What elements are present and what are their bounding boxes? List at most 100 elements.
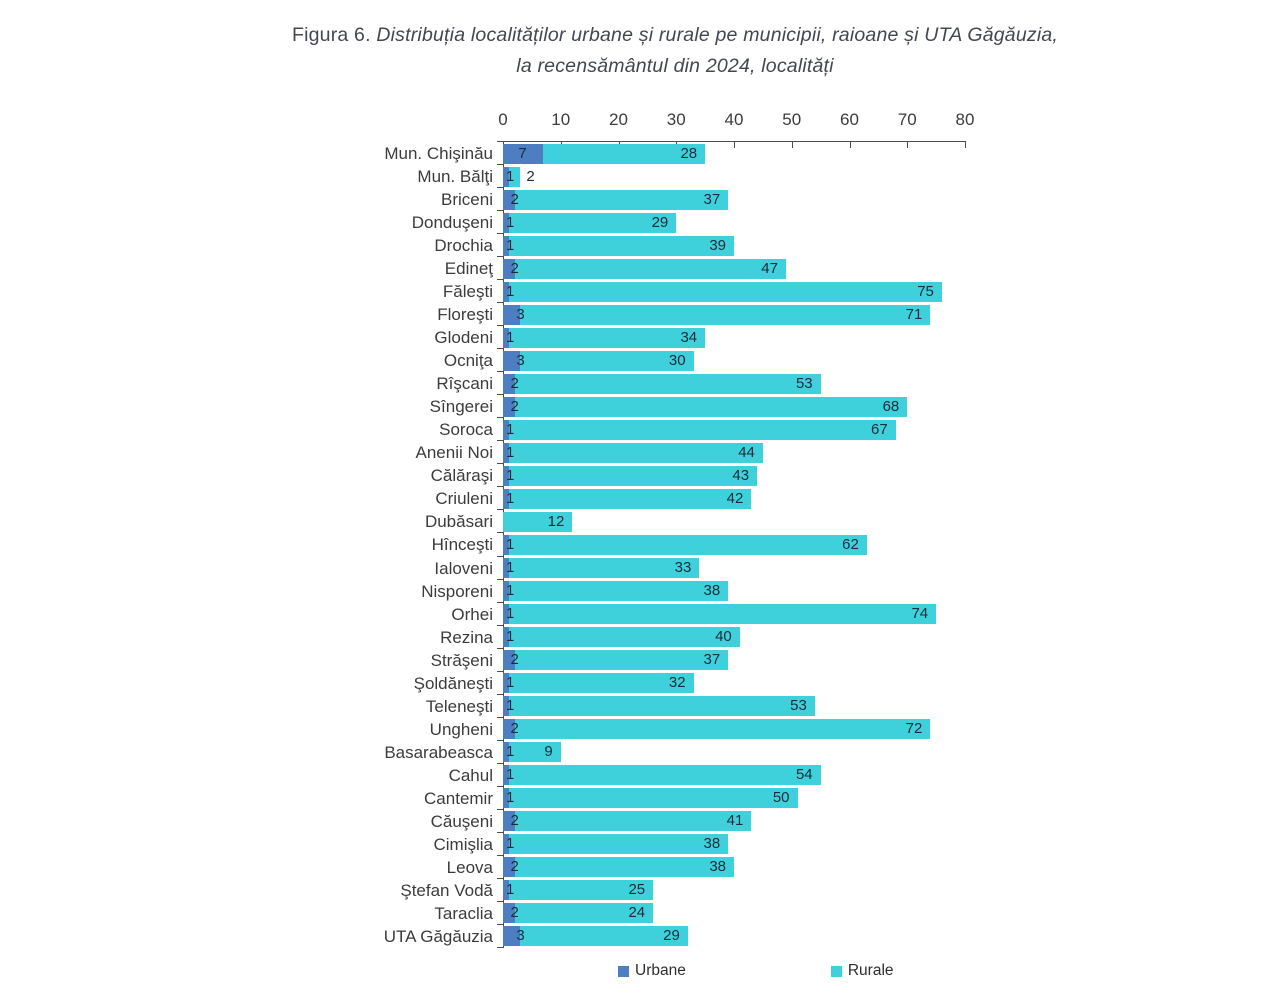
- rural-bar: [508, 281, 942, 302]
- category-label: UTA Găgăuzia: [383, 926, 493, 946]
- rural-value-label: 62: [842, 535, 859, 553]
- rural-value-label: 41: [726, 812, 744, 830]
- y-axis-category-tick: [497, 739, 503, 741]
- urban-bar: [503, 558, 509, 579]
- urban-value-label: 7: [518, 144, 527, 162]
- rural-value-label: 37: [703, 651, 721, 669]
- urban-value-label: 1: [506, 628, 515, 646]
- x-axis-tick-label: 80: [955, 110, 975, 129]
- category-label: Sîngerei: [429, 397, 493, 417]
- urban-bar: [503, 258, 515, 279]
- category-label: Străşeni: [430, 650, 493, 670]
- category-label: Ungheni: [429, 719, 493, 739]
- category-label: Leova: [446, 857, 493, 877]
- y-axis-category-tick: [497, 923, 503, 925]
- rural-value-label: 75: [917, 282, 934, 300]
- urban-value-label: 3: [516, 351, 525, 369]
- legend-item-urbane: Urbane: [618, 962, 686, 980]
- rural-bar: [514, 811, 752, 832]
- category-label: Nisporeni: [421, 581, 493, 601]
- rural-bar: [508, 465, 758, 486]
- urban-bar: [503, 811, 515, 832]
- urban-bar: [503, 419, 509, 440]
- category-label: Ştefan Vodă: [400, 880, 493, 900]
- category-label: Ialoveni: [434, 558, 493, 578]
- x-axis-tick: [791, 142, 793, 148]
- category-label: Cantemir: [424, 788, 493, 808]
- rural-value-label: 32: [668, 674, 686, 692]
- rural-bar: [508, 558, 700, 579]
- x-axis-tick-label: 40: [724, 110, 744, 129]
- urban-bar: [503, 857, 515, 878]
- rural-bar: [514, 903, 654, 924]
- y-axis-category-tick: [497, 348, 503, 350]
- urban-value-label: 3: [516, 927, 525, 945]
- x-axis-tick: [734, 142, 735, 148]
- y-axis-category-tick: [497, 509, 503, 511]
- category-label: Donduşeni: [411, 213, 493, 233]
- y-axis-category-tick: [497, 900, 503, 902]
- urban-bar: [503, 166, 509, 187]
- y-axis-category-tick: [497, 785, 503, 787]
- rural-bar: [520, 350, 694, 371]
- y-axis-category-tick: [497, 394, 503, 396]
- urban-bar: [503, 534, 509, 555]
- y-axis-category-tick: [497, 210, 503, 212]
- y-axis-category-tick: [497, 762, 503, 764]
- category-label: Ocniţa: [443, 351, 493, 371]
- urban-value-label: 2: [510, 858, 519, 876]
- x-axis-tick-label: 70: [897, 110, 917, 129]
- category-label: Călăraşi: [430, 466, 493, 486]
- rural-bar: [514, 373, 821, 394]
- urban-bar: [503, 650, 515, 671]
- rural-bar: [508, 442, 763, 463]
- y-axis-category-tick: [497, 693, 503, 695]
- rural-value-label: 29: [651, 213, 669, 231]
- urban-bar: [503, 281, 509, 302]
- y-axis-category-tick: [497, 555, 503, 557]
- rural-bar: [514, 857, 734, 878]
- category-label: Criuleni: [435, 489, 493, 509]
- y-axis-category-tick: [497, 831, 503, 833]
- y-axis-category-tick: [497, 141, 503, 142]
- rural-value-label: 25: [628, 881, 646, 899]
- y-axis-category-tick: [497, 417, 503, 419]
- rural-value-label: 38: [709, 858, 726, 876]
- y-axis-category-tick: [497, 279, 503, 281]
- x-axis-tick-label: 30: [666, 110, 686, 129]
- y-axis-category-tick: [497, 854, 503, 856]
- figure-title: Figura 6. Distribuția localităților urba…: [70, 20, 1280, 82]
- urban-bar: [503, 627, 509, 648]
- category-label: Făleşti: [442, 282, 493, 302]
- y-axis-category-tick: [497, 670, 503, 672]
- rural-value-label: 72: [905, 720, 923, 738]
- y-axis-category-tick: [497, 187, 503, 189]
- y-axis-category-tick: [497, 647, 503, 649]
- urban-value-label: 1: [506, 328, 515, 346]
- y-axis-category-tick: [497, 233, 503, 235]
- y-axis-category-tick: [497, 256, 503, 258]
- category-label: Edineţ: [444, 259, 493, 279]
- category-label: Rîşcani: [436, 374, 493, 394]
- urban-bar: [503, 926, 521, 947]
- category-label: Cahul: [448, 765, 493, 785]
- rural-bar: [514, 650, 729, 671]
- y-axis-category-tick: [497, 325, 503, 327]
- category-label: Dubăsari: [424, 512, 493, 532]
- rural-bar: [508, 696, 815, 717]
- x-axis-tick-label: 10: [551, 110, 571, 129]
- urban-value-label: 1: [506, 605, 515, 623]
- rural-bar: [520, 926, 688, 947]
- y-axis-category-tick: [497, 601, 503, 603]
- legend-item-rurale: Rurale: [830, 962, 894, 980]
- urban-bar: [503, 465, 509, 486]
- category-label: Hînceşti: [431, 535, 493, 555]
- y-axis-category-tick: [497, 716, 503, 718]
- urban-value-label: 1: [506, 167, 515, 185]
- x-axis-tick-label: 50: [782, 110, 802, 129]
- y-axis-category-tick: [497, 371, 503, 373]
- rural-bar: [520, 304, 931, 325]
- figure-title-text-1: Distribuția localităților urbane și rura…: [376, 24, 1059, 46]
- rural-value-label: 43: [732, 466, 750, 484]
